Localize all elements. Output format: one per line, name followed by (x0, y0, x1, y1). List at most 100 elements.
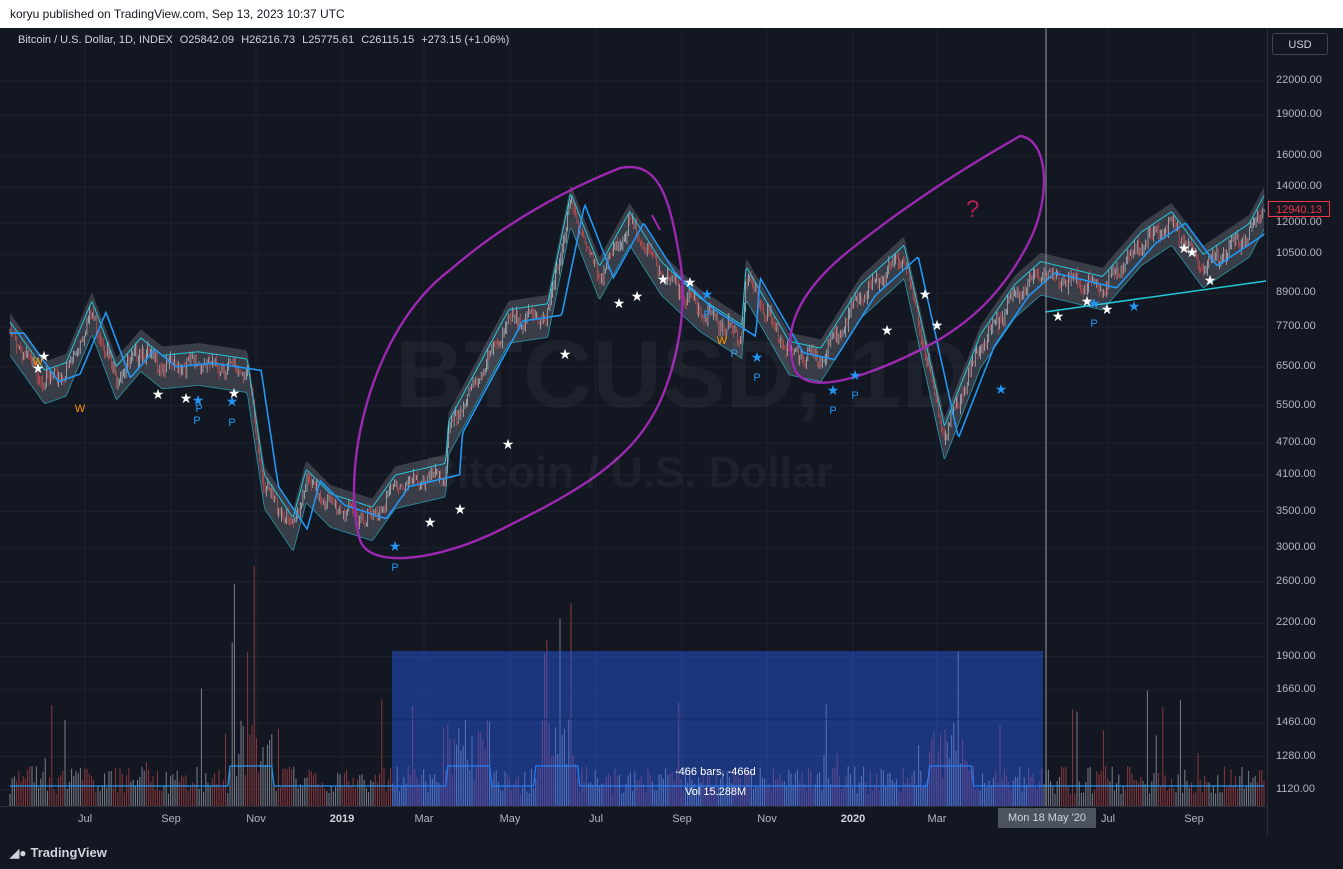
pivot-label: W (717, 335, 728, 347)
pivot-label: P (228, 417, 235, 429)
footer-brand: TradingView (30, 845, 107, 860)
drawing-ellipse-2 (788, 134, 1046, 384)
band-upper-line (9, 194, 1265, 518)
pivot-star-icon: ★ (613, 295, 626, 311)
pivot-star-icon: ★ (827, 382, 840, 398)
pivot-star-icon: ★ (502, 436, 515, 452)
pivot-star-icon: ★ (1204, 272, 1217, 288)
pivot-star-icon: ★ (1178, 240, 1191, 256)
currency-button[interactable]: USD (1272, 33, 1328, 55)
time-tick-label: Sep (161, 813, 181, 825)
legend-low: L25775.61 (302, 34, 355, 46)
price-tick-label: 4100.00 (1276, 467, 1316, 480)
price-tick-label: 1120.00 (1276, 782, 1315, 795)
price-tick-label: 2200.00 (1276, 616, 1316, 629)
time-tick-label: 2019 (329, 813, 355, 825)
pivot-star-icon: ★ (657, 271, 670, 287)
band-lower-line (9, 227, 1265, 551)
pivot-label: P (851, 390, 858, 402)
pivot-star-icon: ★ (995, 381, 1008, 397)
watermark-ticker: BTCUSD, 1D (395, 320, 971, 430)
pivot-label: P (753, 372, 760, 384)
published-text: koryu published on TradingView.com, Sep … (10, 7, 345, 21)
time-tick-label: Sep (672, 813, 692, 825)
price-axis[interactable] (1267, 28, 1343, 836)
time-tick-label: Sep (1184, 813, 1204, 825)
legend-high: H26216.73 (241, 34, 296, 46)
time-tick-label: Mar (927, 813, 947, 825)
pivot-label: P (730, 348, 737, 360)
pivot-star-icon: ★ (684, 274, 697, 290)
pivot-star-icon: ★ (228, 385, 241, 401)
pivot-star-icon: ★ (38, 348, 51, 364)
footer (0, 836, 1343, 869)
pivot-star-icon: ★ (152, 386, 165, 402)
pivot-star-icon: ★ (849, 367, 862, 383)
pivot-star-icon: ★ (881, 322, 894, 338)
price-tick-label: 1280.00 (1276, 749, 1316, 762)
legend-symbol: Bitcoin / U.S. Dollar, 1D, INDEX (18, 34, 173, 46)
price-tick-label: 7700.00 (1276, 320, 1316, 333)
measure-bars-label: -466 bars, -466d (675, 766, 756, 778)
price-tick-label: 16000.00 (1276, 148, 1322, 161)
chart-area[interactable] (0, 28, 1267, 836)
pivot-label: P (1090, 318, 1097, 330)
price-tick-label: 3000.00 (1276, 541, 1316, 553)
pivot-star-icon: ★ (389, 538, 402, 554)
price-tick-label: 1900.00 (1276, 649, 1316, 662)
tradingview-logo[interactable]: ◢● TradingView (10, 845, 107, 860)
pivot-star-icon: ★ (454, 501, 467, 517)
trend-line (1044, 280, 1267, 313)
pivot-star-icon: ★ (226, 393, 239, 409)
publisher-bar: koryu published on TradingView.com, Sep … (0, 0, 1343, 28)
legend-change: +273.15 (+1.06%) (421, 34, 510, 46)
drawing-ellipse-1 (352, 165, 684, 560)
price-tick-label: 12000.00 (1276, 216, 1322, 229)
price-tick-label: 14000.00 (1276, 179, 1322, 192)
cursor-date-label: Mon 18 May '20 (998, 808, 1096, 828)
time-tick-label: Nov (757, 813, 777, 825)
pivot-label: W (75, 403, 86, 415)
pivot-star-icon: ★ (1128, 298, 1141, 314)
question-annotation: ? (966, 196, 980, 223)
measure-range-box[interactable] (392, 651, 1043, 806)
pivot-star-icon: ★ (1101, 301, 1114, 317)
time-tick-label: Jul (77, 813, 93, 825)
pivot-star-icon: ★ (32, 360, 45, 376)
pivot-star-icon: ★ (424, 514, 437, 530)
price-tick-label: 2600.00 (1276, 574, 1316, 587)
price-tick-label: 10500.00 (1276, 247, 1322, 260)
volume-moving-average (10, 765, 1264, 787)
price-tick-label: 1460.00 (1276, 716, 1316, 729)
pivot-label: P (703, 309, 710, 321)
pivot-star-icon: ★ (192, 392, 205, 408)
price-tick-label: 22000.00 (1276, 74, 1322, 86)
pivot-star-icon: ★ (631, 288, 644, 304)
pivot-label: P (195, 403, 202, 415)
time-tick-label: May (499, 813, 521, 825)
pivot-label: W (33, 356, 44, 368)
time-tick-label: Jul (1100, 813, 1116, 825)
time-tick-label: Mar (414, 813, 434, 825)
price-tick-label: 19000.00 (1276, 108, 1322, 121)
price-tick-label: 8900.00 (1276, 286, 1316, 299)
legend-close: C26115.15 (361, 34, 415, 46)
pivot-star-icon: ★ (1052, 308, 1065, 324)
pivot-star-icon: ★ (559, 346, 572, 362)
price-tick-label: 1660.00 (1276, 682, 1316, 695)
pivot-star-icon: ★ (1088, 295, 1101, 311)
measure-volume-label: Vol 15.288M (685, 786, 747, 798)
pivot-star-icon: ★ (180, 390, 193, 406)
time-tick-label: Nov (246, 813, 266, 825)
chart-legend: Bitcoin / U.S. Dollar, 1D, INDEX O25842.… (18, 34, 513, 46)
price-tick-label: 5500.00 (1276, 398, 1316, 411)
pivot-label: P (829, 405, 836, 417)
legend-open: O25842.09 (179, 34, 235, 46)
pivot-star-icon: ★ (751, 349, 764, 365)
price-tick-label: 3500.00 (1276, 504, 1316, 517)
pivot-star-icon: ★ (1081, 293, 1094, 309)
time-tick-label: 2020 (840, 813, 866, 825)
pivot-label: P (193, 415, 200, 427)
pivot-star-icon: ★ (919, 286, 932, 302)
